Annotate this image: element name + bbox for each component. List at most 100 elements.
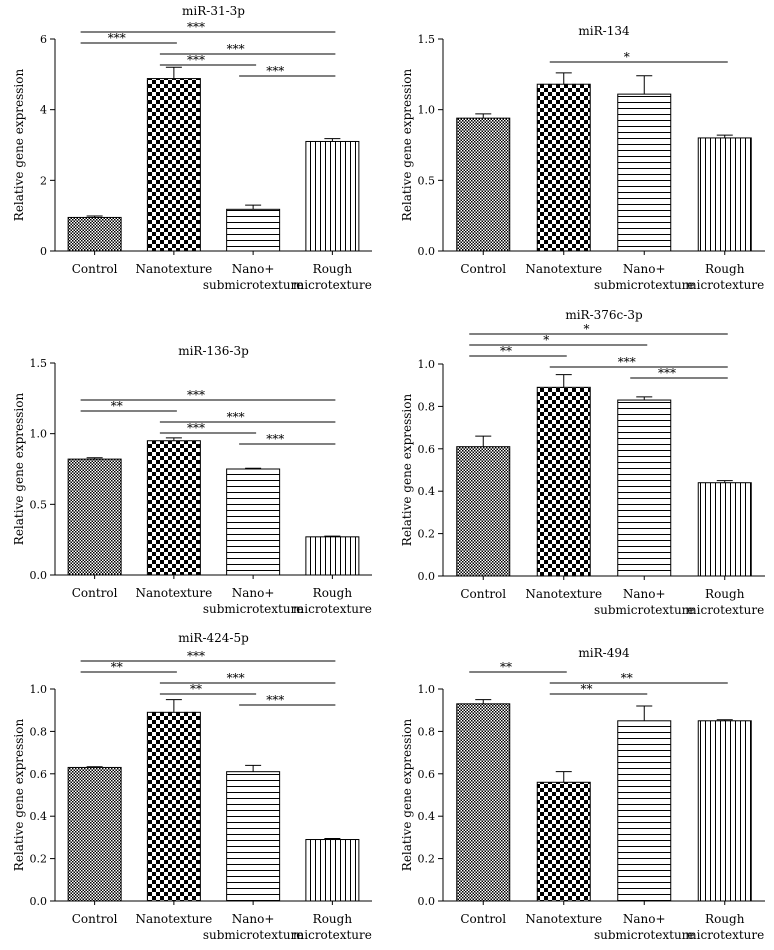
category-label: submicrotexture	[594, 928, 695, 942]
y-tick-label: 0	[40, 245, 47, 258]
category-label: Nanotexture	[525, 262, 602, 276]
bar-4	[697, 482, 752, 577]
category-label: Control	[72, 912, 118, 926]
y-tick-label: 0.6	[30, 768, 48, 781]
category-label: Nano+	[232, 262, 275, 276]
significance-label: ***	[227, 42, 245, 56]
bar-4	[305, 536, 360, 576]
y-tick-label: 1.5	[30, 357, 48, 370]
category-label: Nano+	[623, 587, 666, 601]
y-axis-label: Relative gene expression	[400, 394, 414, 547]
bar-4	[697, 137, 752, 252]
significance-label: ***	[108, 31, 126, 45]
category-label: Rough	[705, 587, 745, 601]
category-label: Control	[72, 262, 118, 276]
y-tick-label: 0.2	[418, 528, 436, 541]
bar-1	[456, 117, 511, 252]
category-label: Rough	[313, 586, 353, 600]
y-tick-label: 2	[40, 174, 47, 187]
category-label: Nanotexture	[136, 262, 213, 276]
significance-label: ***	[187, 649, 205, 663]
significance-label: ***	[266, 64, 284, 78]
y-axis-label: Relative gene expression	[12, 393, 26, 546]
bar-1	[456, 446, 511, 577]
y-tick-label: 0.8	[418, 725, 436, 738]
significance-label: ***	[227, 671, 245, 685]
significance-label: ***	[266, 693, 284, 707]
bar-1	[67, 458, 122, 576]
chart-panel-4: miR-376c-3p Relative gene expression 0.0 0.…	[400, 308, 765, 617]
y-tick-label: 0.5	[418, 174, 436, 187]
significance-label: ***	[187, 53, 205, 67]
y-tick-label: 0.0	[418, 245, 436, 258]
significance-label: **	[500, 344, 512, 358]
category-label: microtexture	[293, 602, 372, 616]
y-axis-label: Relative gene expression	[12, 69, 26, 222]
bar-3	[617, 720, 672, 902]
y-axis-label: Relative gene expression	[400, 69, 414, 222]
y-tick-label: 0.0	[30, 895, 48, 908]
category-label: submicrotexture	[203, 928, 304, 942]
category-label: microtexture	[293, 278, 372, 292]
y-tick-label: 1.0	[418, 683, 436, 696]
bar-4	[305, 839, 360, 902]
y-tick-label: 0.2	[30, 853, 48, 866]
bar-3	[617, 93, 672, 252]
category-label: Rough	[313, 912, 353, 926]
category-label: Nanotexture	[136, 586, 213, 600]
y-tick-label: 6	[40, 33, 47, 46]
bar-2	[536, 83, 591, 252]
bar-2	[536, 386, 591, 577]
significance-label: ***	[266, 432, 284, 446]
y-tick-label: 0.4	[30, 810, 48, 823]
y-tick-label: 1.0	[418, 358, 436, 371]
category-label: Rough	[313, 262, 353, 276]
significance-label: ***	[658, 366, 676, 380]
bar-2	[146, 711, 201, 902]
y-tick-label: 4	[40, 104, 47, 117]
y-tick-label: 1.0	[418, 104, 436, 117]
bar-3	[226, 208, 281, 252]
y-tick-label: 0.6	[418, 443, 436, 456]
category-label: submicrotexture	[594, 278, 695, 292]
chart-panel-5: miR-424-5p Relative gene expression 0.0 0.2…	[12, 631, 372, 942]
category-label: Nanotexture	[136, 912, 213, 926]
y-tick-label: 1.5	[418, 33, 436, 46]
y-tick-label: 0.8	[30, 725, 48, 738]
category-label: submicrotexture	[203, 278, 304, 292]
y-tick-label: 0.0	[418, 895, 436, 908]
y-tick-label: 1.0	[30, 428, 48, 441]
bar-2	[146, 440, 201, 576]
category-label: Control	[460, 912, 506, 926]
bar-2	[536, 781, 591, 902]
category-label: Nano+	[623, 912, 666, 926]
y-tick-label: 0.8	[418, 400, 436, 413]
bar-3	[226, 468, 281, 576]
y-tick-label: 0.0	[30, 569, 48, 582]
chart-panel-1: miR-31-3p Relative gene expression 0 2 4 6 Con…	[12, 4, 372, 292]
bar-4	[697, 720, 752, 902]
category-label: Rough	[705, 912, 745, 926]
significance-label: **	[111, 399, 123, 413]
chart-title: miR-136-3p	[178, 344, 249, 358]
significance-label: ***	[187, 20, 205, 34]
significance-label: ***	[187, 421, 205, 435]
significance-label: **	[190, 682, 202, 696]
chart-title: miR-31-3p	[182, 4, 245, 18]
category-label: submicrotexture	[203, 602, 304, 616]
category-label: microtexture	[685, 603, 764, 617]
bar-2	[146, 78, 201, 252]
category-label: Nano+	[623, 262, 666, 276]
y-tick-label: 0.6	[418, 768, 436, 781]
significance-label: ***	[618, 355, 636, 369]
category-label: microtexture	[685, 928, 764, 942]
significance-label: **	[621, 671, 633, 685]
y-tick-label: 0.5	[30, 498, 48, 511]
chart-title: miR-134	[578, 24, 630, 38]
significance-label: **	[500, 660, 512, 674]
bar-1	[67, 766, 122, 902]
chart-title: miR-424-5p	[178, 631, 249, 645]
significance-label: ***	[187, 388, 205, 402]
y-tick-label: 1.0	[30, 683, 48, 696]
